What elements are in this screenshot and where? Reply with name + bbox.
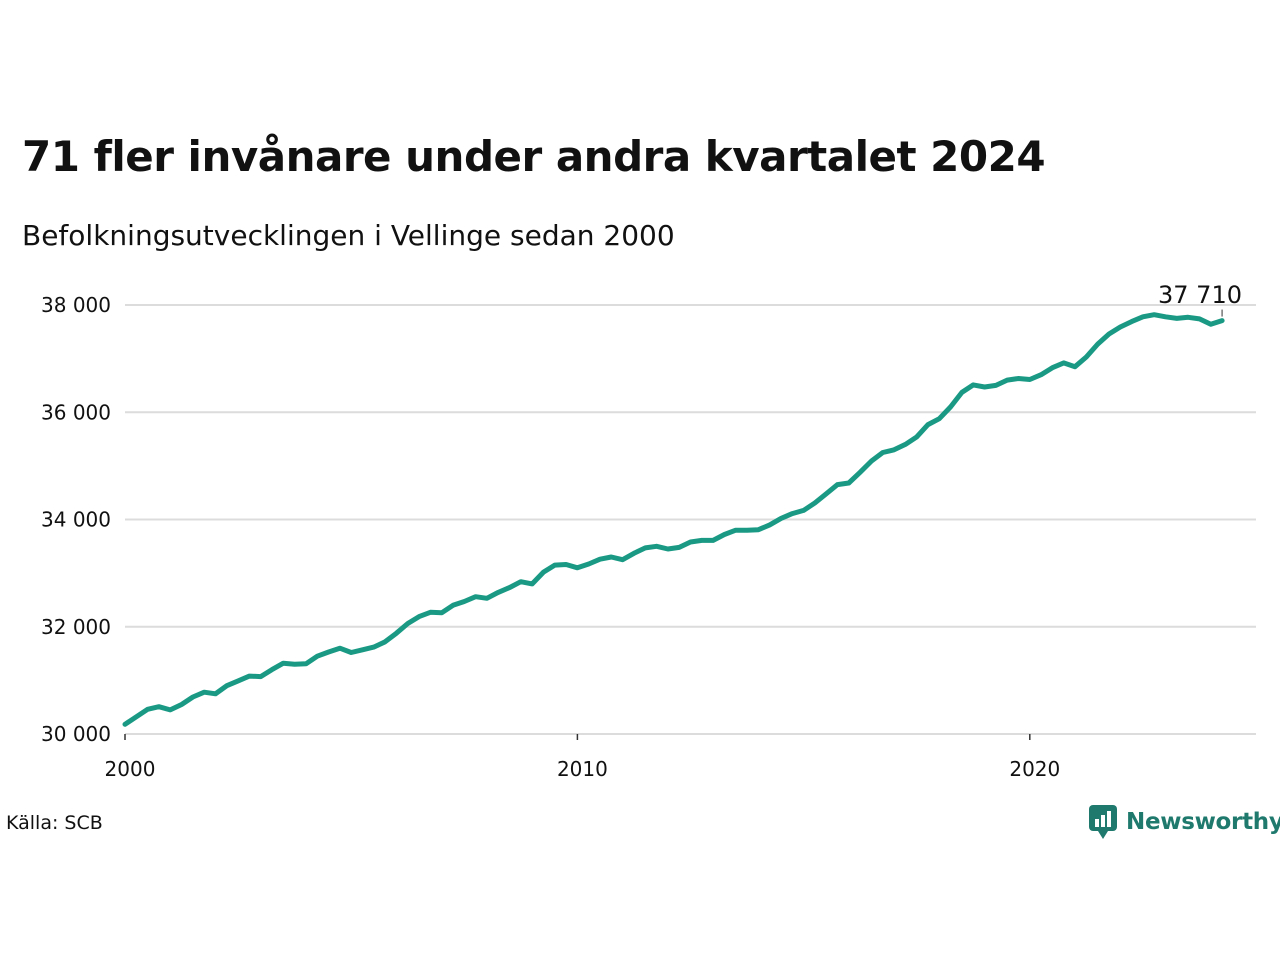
- y-tick-label: 34 000: [41, 508, 111, 532]
- y-axis-ticks: 30 000 32 000 34 000 36 000 38 000: [41, 293, 111, 746]
- source-note: Källa: SCB: [6, 812, 103, 834]
- y-tick-label: 38 000: [41, 293, 111, 317]
- x-tick-label: 2000: [105, 757, 156, 781]
- chart-subtitle: Befolkningsutvecklingen i Vellinge sedan…: [22, 219, 675, 252]
- newsworthy-logo: Newsworthy: [1088, 804, 1280, 840]
- population-line: [122, 312, 1225, 727]
- newsworthy-logo-text: Newsworthy: [1126, 809, 1280, 835]
- x-tick-label: 2020: [1009, 757, 1060, 781]
- newsworthy-logo-icon: [1089, 805, 1117, 839]
- end-label-layer: 37 710: [1158, 281, 1242, 317]
- x-axis-ticks: 2000 2010 2020: [105, 734, 1060, 781]
- y-tick-label: 36 000: [41, 400, 111, 424]
- series-layer: [122, 312, 1225, 727]
- y-tick-label: 30 000: [41, 722, 111, 746]
- chart-title: 71 fler invånare under andra kvartalet 2…: [22, 132, 1046, 181]
- gridlines: [125, 304, 1256, 735]
- y-tick-label: 32 000: [41, 615, 111, 639]
- end-value-label: 37 710: [1158, 281, 1242, 309]
- x-tick-label: 2010: [557, 757, 608, 781]
